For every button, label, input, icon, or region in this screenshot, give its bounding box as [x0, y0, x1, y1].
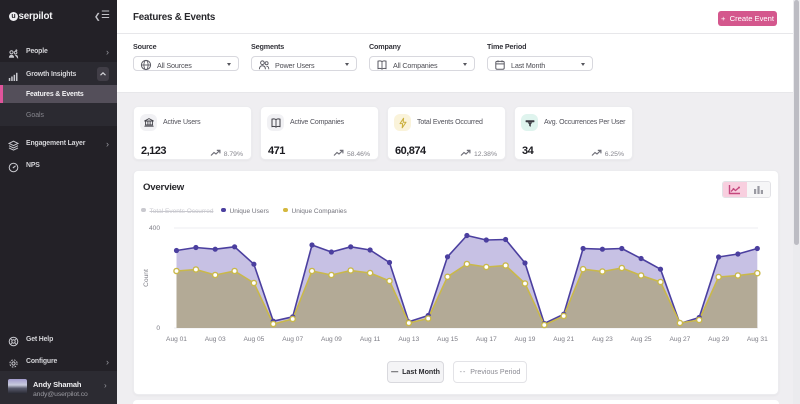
- svg-text:0: 0: [156, 325, 160, 332]
- svg-text:Aug 01: Aug 01: [166, 336, 187, 343]
- svg-text:Aug 17: Aug 17: [476, 336, 497, 343]
- svg-text:Aug 27: Aug 27: [669, 336, 690, 343]
- svg-text:Count: Count: [143, 269, 150, 287]
- svg-text:Aug 23: Aug 23: [592, 336, 613, 343]
- svg-text:Aug 07: Aug 07: [282, 336, 303, 343]
- svg-text:Aug 11: Aug 11: [360, 336, 381, 343]
- svg-text:Aug 15: Aug 15: [437, 336, 458, 343]
- svg-text:Aug 09: Aug 09: [321, 336, 342, 343]
- svg-text:Aug 05: Aug 05: [243, 336, 264, 343]
- svg-text:Aug 31: Aug 31: [747, 336, 768, 343]
- svg-text:Aug 03: Aug 03: [205, 336, 226, 343]
- svg-text:Aug 29: Aug 29: [708, 336, 729, 343]
- svg-text:Aug 25: Aug 25: [631, 336, 652, 343]
- svg-text:Aug 19: Aug 19: [515, 336, 536, 343]
- svg-text:400: 400: [149, 225, 160, 232]
- svg-text:Aug 21: Aug 21: [553, 336, 574, 343]
- svg-text:Aug 13: Aug 13: [398, 336, 419, 343]
